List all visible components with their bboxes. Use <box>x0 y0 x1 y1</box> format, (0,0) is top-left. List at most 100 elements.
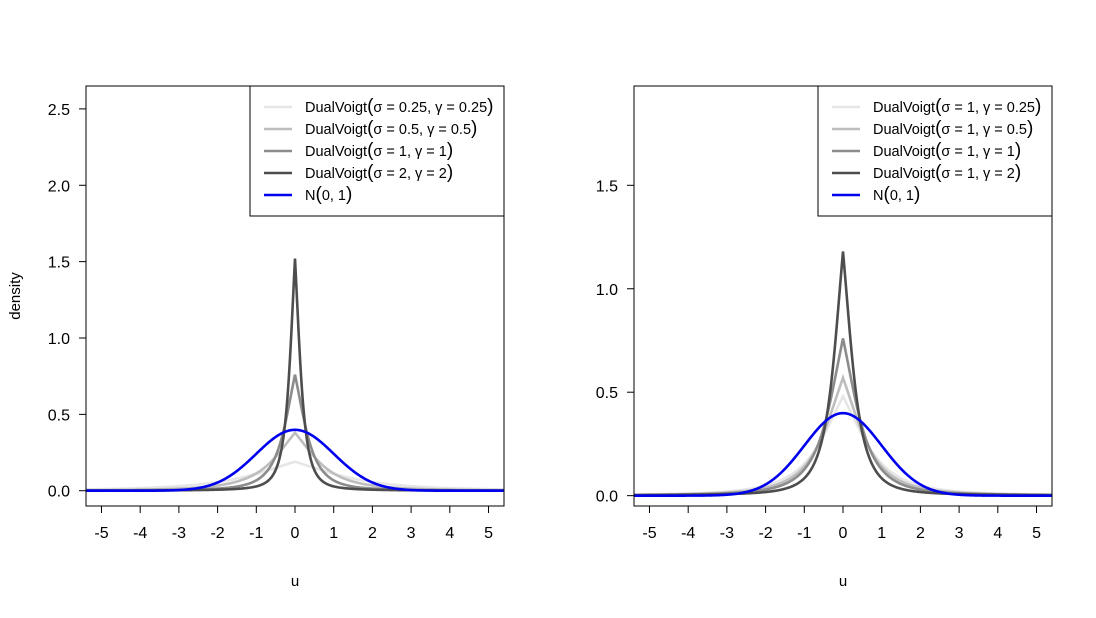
x-tick-label: 1 <box>877 525 886 542</box>
legend-paren-close: ) <box>1015 162 1021 183</box>
legend-paren-close: ) <box>914 184 920 205</box>
legend-prefix: DualVoigt <box>305 100 367 116</box>
y-tick-label: 1.5 <box>48 255 70 272</box>
legend-label: DualVoigt(σ = 1, γ = 0.25) <box>873 96 1041 117</box>
legend-prefix: DualVoigt <box>305 144 367 160</box>
x-tick-label: 3 <box>955 525 964 542</box>
x-axis-label: u <box>839 573 847 590</box>
panel-1: -5 -4 -3 -2 -1 0 1 2 3 4 5 0.0 0.5 1.0 1.5 2.0 2.5 u densi… <box>7 85 505 590</box>
x-tick-label: 4 <box>993 525 1002 542</box>
x-tick-label: 5 <box>484 525 493 542</box>
x-tick-label: 0 <box>839 525 848 542</box>
legend-prefix: DualVoigt <box>873 144 935 160</box>
x-tick-label: -1 <box>249 525 263 542</box>
legend-paren-open: ( <box>367 140 374 161</box>
x-tick-label: -2 <box>758 525 772 542</box>
legend-paren-open: ( <box>367 96 374 117</box>
legend-paren-close: ) <box>346 184 352 205</box>
x-tick-label: 4 <box>445 525 454 542</box>
legend-args: 0, 1 <box>890 188 914 204</box>
x-tick-label: -4 <box>133 525 147 542</box>
legend-prefix: DualVoigt <box>305 166 367 182</box>
legend-label: DualVoigt(σ = 1, γ = 1) <box>305 140 453 161</box>
legend-label: DualVoigt(σ = 1, γ = 1) <box>873 140 1021 161</box>
x-tick-label: 3 <box>407 525 416 542</box>
y-tick-label: 1.0 <box>596 282 618 299</box>
legend-prefix: DualVoigt <box>873 100 935 116</box>
legend-label: DualVoigt(σ = 0.5, γ = 0.5) <box>305 118 477 139</box>
legend-label: N(0, 1) <box>305 184 352 205</box>
series-line-3 <box>634 338 1052 497</box>
legend-args: σ = 1, γ = 1 <box>941 144 1014 160</box>
y-tick-label: 0.0 <box>596 489 618 506</box>
series-line-1 <box>634 393 1052 496</box>
legend-paren-close: ) <box>447 162 453 183</box>
legend-label: N(0, 1) <box>873 184 920 205</box>
legend-paren-open: ( <box>935 96 942 117</box>
legend-prefix: N <box>873 188 883 204</box>
x-tick-label: -4 <box>681 525 695 542</box>
legend-paren-close: ) <box>471 118 477 139</box>
legend-prefix: DualVoigt <box>305 122 367 138</box>
x-tick-label: 5 <box>1032 525 1041 542</box>
legend-args: σ = 2, γ = 2 <box>373 166 446 182</box>
legend: DualVoigt(σ = 1, γ = 0.25)DualVoigt(σ = … <box>817 85 1053 217</box>
y-tick-label: 2.5 <box>48 102 70 119</box>
x-tick-label: -3 <box>172 525 186 542</box>
legend-args: σ = 0.5, γ = 0.5 <box>373 122 471 138</box>
x-tick-label: -2 <box>210 525 224 542</box>
curves <box>634 251 1052 497</box>
legend-args: 0, 1 <box>322 188 346 204</box>
legend-args: σ = 1, γ = 2 <box>941 166 1014 182</box>
legend-label: DualVoigt(σ = 0.25, γ = 0.25) <box>305 96 493 117</box>
legend-paren-open: ( <box>315 184 322 205</box>
x-tick-label: -5 <box>642 525 656 542</box>
legend-paren-close: ) <box>1015 140 1021 161</box>
y-tick-label: 0.5 <box>48 407 70 424</box>
x-tick-label: -1 <box>797 525 811 542</box>
x-tick-label: 0 <box>291 525 300 542</box>
legend-box <box>249 85 505 217</box>
y-tick-label: 2.0 <box>48 178 70 195</box>
x-axis-label: u <box>291 573 299 590</box>
legend: DualVoigt(σ = 0.25, γ = 0.25)DualVoigt(σ… <box>249 85 505 217</box>
series-line-4 <box>634 251 1052 497</box>
legend-paren-open: ( <box>935 140 942 161</box>
legend-args: σ = 1, γ = 0.5 <box>941 122 1027 138</box>
series-line-5 <box>634 411 1052 497</box>
series-line-1 <box>86 460 504 491</box>
panel-2: -5 -4 -3 -2 -1 0 1 2 3 4 50.00.51.01.5uDualVoigt(σ… <box>596 85 1053 590</box>
series-line-5 <box>86 428 504 493</box>
x-tick-label: 2 <box>368 525 377 542</box>
curves <box>86 258 504 493</box>
y-axis-label: density <box>7 272 24 320</box>
x-tick-label: -5 <box>94 525 108 542</box>
y-tick-label: 1.0 <box>48 331 70 348</box>
legend-paren-close: ) <box>1035 96 1041 117</box>
legend-paren-open: ( <box>367 162 374 183</box>
legend-prefix: DualVoigt <box>873 122 935 138</box>
x-tick-label: 2 <box>916 525 925 542</box>
legend-args: σ = 0.25, γ = 0.25 <box>373 100 487 116</box>
legend-paren-open: ( <box>367 118 374 139</box>
x-tick-label: 1 <box>329 525 338 542</box>
y-tick-label: 0.5 <box>596 385 618 402</box>
legend-args: σ = 1, γ = 1 <box>373 144 446 160</box>
legend-prefix: DualVoigt <box>873 166 935 182</box>
x-tick-label: -3 <box>720 525 734 542</box>
y-tick-label: 0.0 <box>48 484 70 501</box>
legend-paren-close: ) <box>1027 118 1033 139</box>
legend-label: DualVoigt(σ = 1, γ = 2) <box>873 162 1021 183</box>
legend-label: DualVoigt(σ = 2, γ = 2) <box>305 162 453 183</box>
y-tick-label: 1.5 <box>596 178 618 195</box>
legend-paren-open: ( <box>935 162 942 183</box>
legend-paren-close: ) <box>447 140 453 161</box>
legend-paren-open: ( <box>883 184 890 205</box>
legend-label: DualVoigt(σ = 1, γ = 0.5) <box>873 118 1033 139</box>
legend-args: σ = 1, γ = 0.25 <box>941 100 1035 116</box>
legend-prefix: N <box>305 188 315 204</box>
legend-paren-close: ) <box>487 96 493 117</box>
legend-paren-open: ( <box>935 118 942 139</box>
